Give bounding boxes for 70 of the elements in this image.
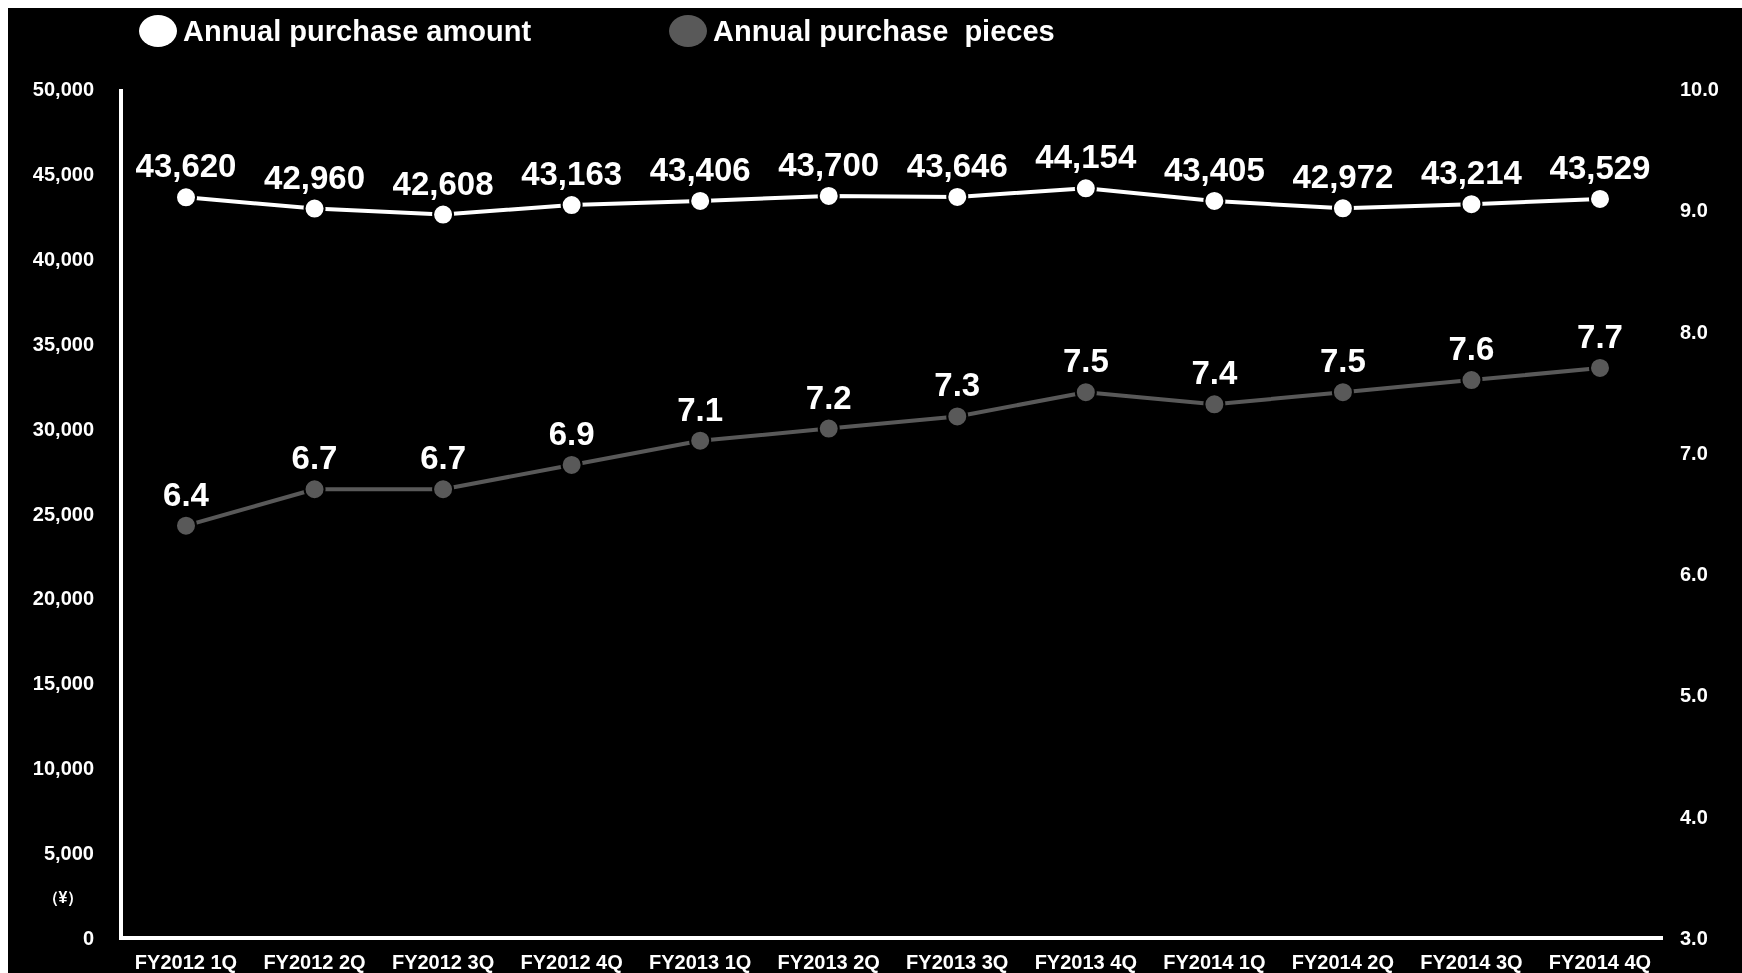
point: [303, 478, 326, 501]
y-tick-label: 45,000: [32, 162, 94, 185]
x-tick-label: FY2014 2Q: [1291, 951, 1395, 973]
point: [175, 514, 197, 537]
data-label: 43,405: [1163, 150, 1265, 188]
x-tick-label: FY2013 3Q: [906, 951, 1009, 973]
data-label: 43,406: [649, 150, 751, 188]
y-tick-label: 5,000: [43, 842, 94, 865]
legend-label: Annual purchase pieces: [713, 15, 1055, 48]
legend-label: Annual purchase amount: [183, 15, 532, 48]
point: [560, 453, 583, 476]
y-tick-label: 50,000: [32, 78, 94, 100]
x-tick-label: FY2014 1Q: [1163, 951, 1266, 973]
data-label: 7.1: [677, 390, 724, 428]
data-label: 7.2: [805, 378, 852, 416]
y-tick-label: 10,000: [32, 757, 94, 780]
y2-tick-label: 7.0: [1680, 441, 1708, 464]
point: [432, 478, 455, 501]
x-tick-label: FY2012 1Q: [134, 951, 238, 973]
x-tick-label: FY2012 3Q: [391, 951, 495, 973]
x-tick-label: FY2013 1Q: [649, 951, 752, 973]
data-label: 43,646: [906, 146, 1008, 184]
x-tick-label: FY2012 2Q: [263, 951, 366, 973]
data-label: 42,972: [1292, 158, 1394, 196]
y-tick-label: 35,000: [32, 332, 94, 355]
x-tick-label: FY2013 4Q: [1034, 951, 1137, 973]
data-label: 6.7: [420, 439, 467, 477]
data-label: 7.5: [1062, 342, 1109, 380]
y-tick-label: 30,000: [32, 417, 94, 440]
point: [1589, 356, 1611, 379]
data-label: 6.7: [291, 439, 338, 477]
data-label: 43,529: [1549, 148, 1651, 186]
point: [689, 429, 712, 452]
x-tick-label: FY2013 2Q: [777, 951, 880, 973]
data-label: 7.3: [934, 366, 981, 404]
data-label: 7.7: [1577, 317, 1623, 355]
data-label: 43,700: [778, 145, 880, 183]
point: [1203, 393, 1226, 416]
point: [817, 417, 840, 440]
data-label: 42,960: [264, 158, 366, 196]
y-tick-label: 25,000: [32, 502, 94, 525]
y2-tick-label: 9.0: [1680, 199, 1708, 222]
y-tick-label: 40,000: [32, 247, 94, 270]
point: [1074, 381, 1097, 404]
y-tick-label: 0: [82, 927, 94, 949]
y2-tick-label: 3.0: [1680, 927, 1708, 949]
y2-tick-label: 5.0: [1680, 684, 1708, 707]
data-label: 6.9: [548, 414, 595, 452]
data-label: 43,214: [1420, 154, 1523, 192]
point: [1331, 381, 1354, 404]
y-axis-title: （¥）: [42, 889, 84, 907]
y-tick-label: 15,000: [32, 672, 94, 695]
data-label: 43,163: [521, 155, 623, 193]
y2-tick-label: 10.0: [1680, 78, 1719, 100]
data-label: 7.6: [1448, 330, 1495, 368]
y2-tick-label: 8.0: [1680, 320, 1708, 343]
point: [1460, 369, 1483, 392]
data-label: 42,608: [392, 164, 494, 202]
data-label: 43,620: [135, 147, 237, 185]
y2-tick-label: 6.0: [1680, 563, 1708, 586]
data-label: 7.5: [1319, 342, 1366, 380]
data-label: 44,154: [1035, 138, 1137, 176]
x-tick-label: FY2014 3Q: [1420, 951, 1523, 973]
x-tick-label: FY2014 4Q: [1548, 951, 1652, 973]
y-tick-label: 20,000: [32, 587, 94, 610]
x-tick-label: FY2012 4Q: [520, 951, 623, 973]
point: [946, 405, 969, 428]
data-label: 7.4: [1191, 354, 1238, 392]
data-label: 6.4: [163, 475, 210, 513]
y2-tick-label: 4.0: [1680, 805, 1708, 828]
